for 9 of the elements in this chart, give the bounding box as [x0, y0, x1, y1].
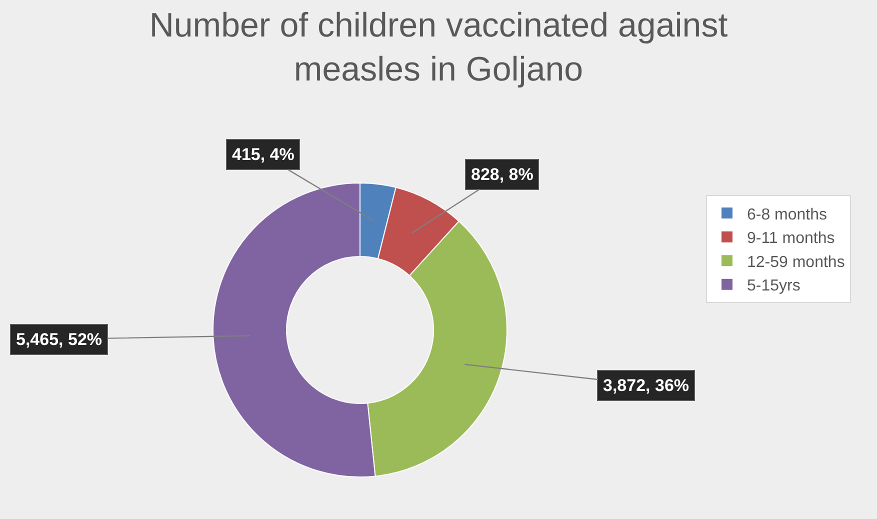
chart-title: Number of children vaccinated against measles in Goljano: [149, 6, 728, 89]
legend-label: 5-15yrs: [746, 278, 800, 295]
legend-label: 6-8 months: [746, 206, 828, 224]
legend-label: 9-11 months: [746, 230, 835, 248]
data-label: 415, 4%: [232, 145, 294, 164]
legend-label: 12-59 months: [746, 254, 845, 271]
data-label: 5,465, 52%: [16, 330, 102, 349]
data-label: 3,872, 36%: [603, 376, 690, 395]
data-label: 828, 8%: [471, 165, 534, 184]
